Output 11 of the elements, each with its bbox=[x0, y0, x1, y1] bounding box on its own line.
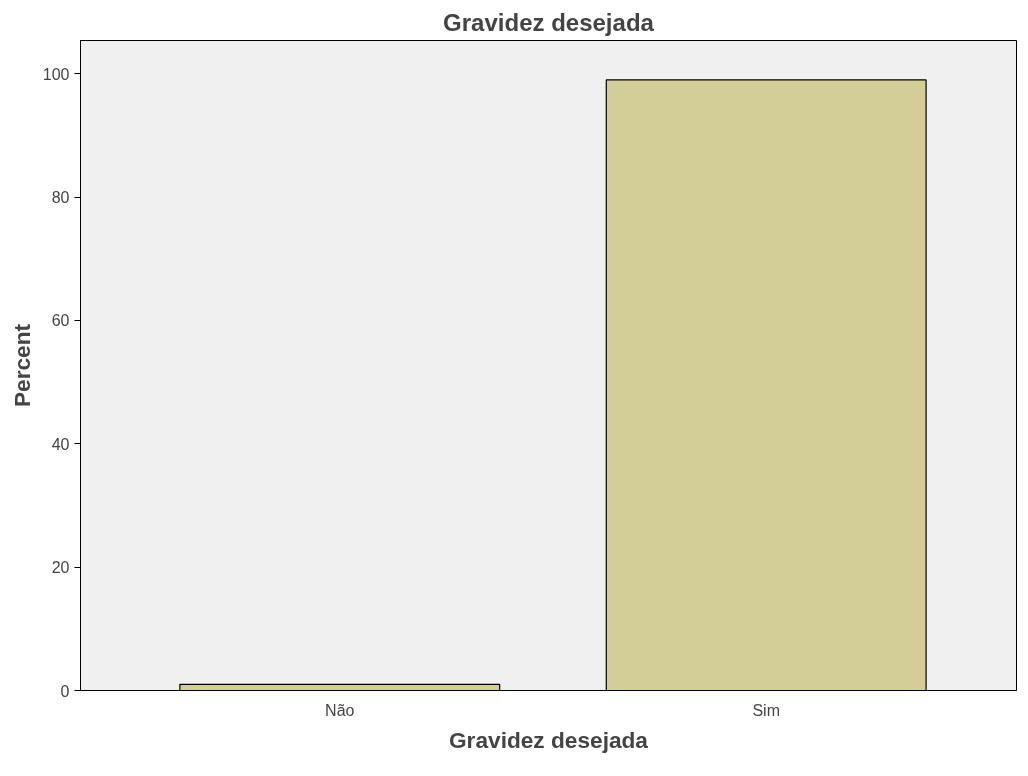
y-axis-title: Percent bbox=[8, 323, 35, 408]
x-axis-title: Gravidez desejada bbox=[449, 726, 649, 753]
y-tick-label: 80 bbox=[51, 189, 70, 207]
chart-title: Gravidez desejada bbox=[443, 8, 655, 36]
y-tick-label: 0 bbox=[60, 682, 70, 700]
x-tick-label: Sim bbox=[752, 701, 780, 719]
y-tick-label: 40 bbox=[51, 435, 70, 453]
y-tick-label: 100 bbox=[42, 65, 70, 83]
y-tick-label: 60 bbox=[51, 312, 70, 330]
x-tick-label: Não bbox=[325, 701, 355, 719]
y-tick-label: 20 bbox=[51, 559, 70, 577]
